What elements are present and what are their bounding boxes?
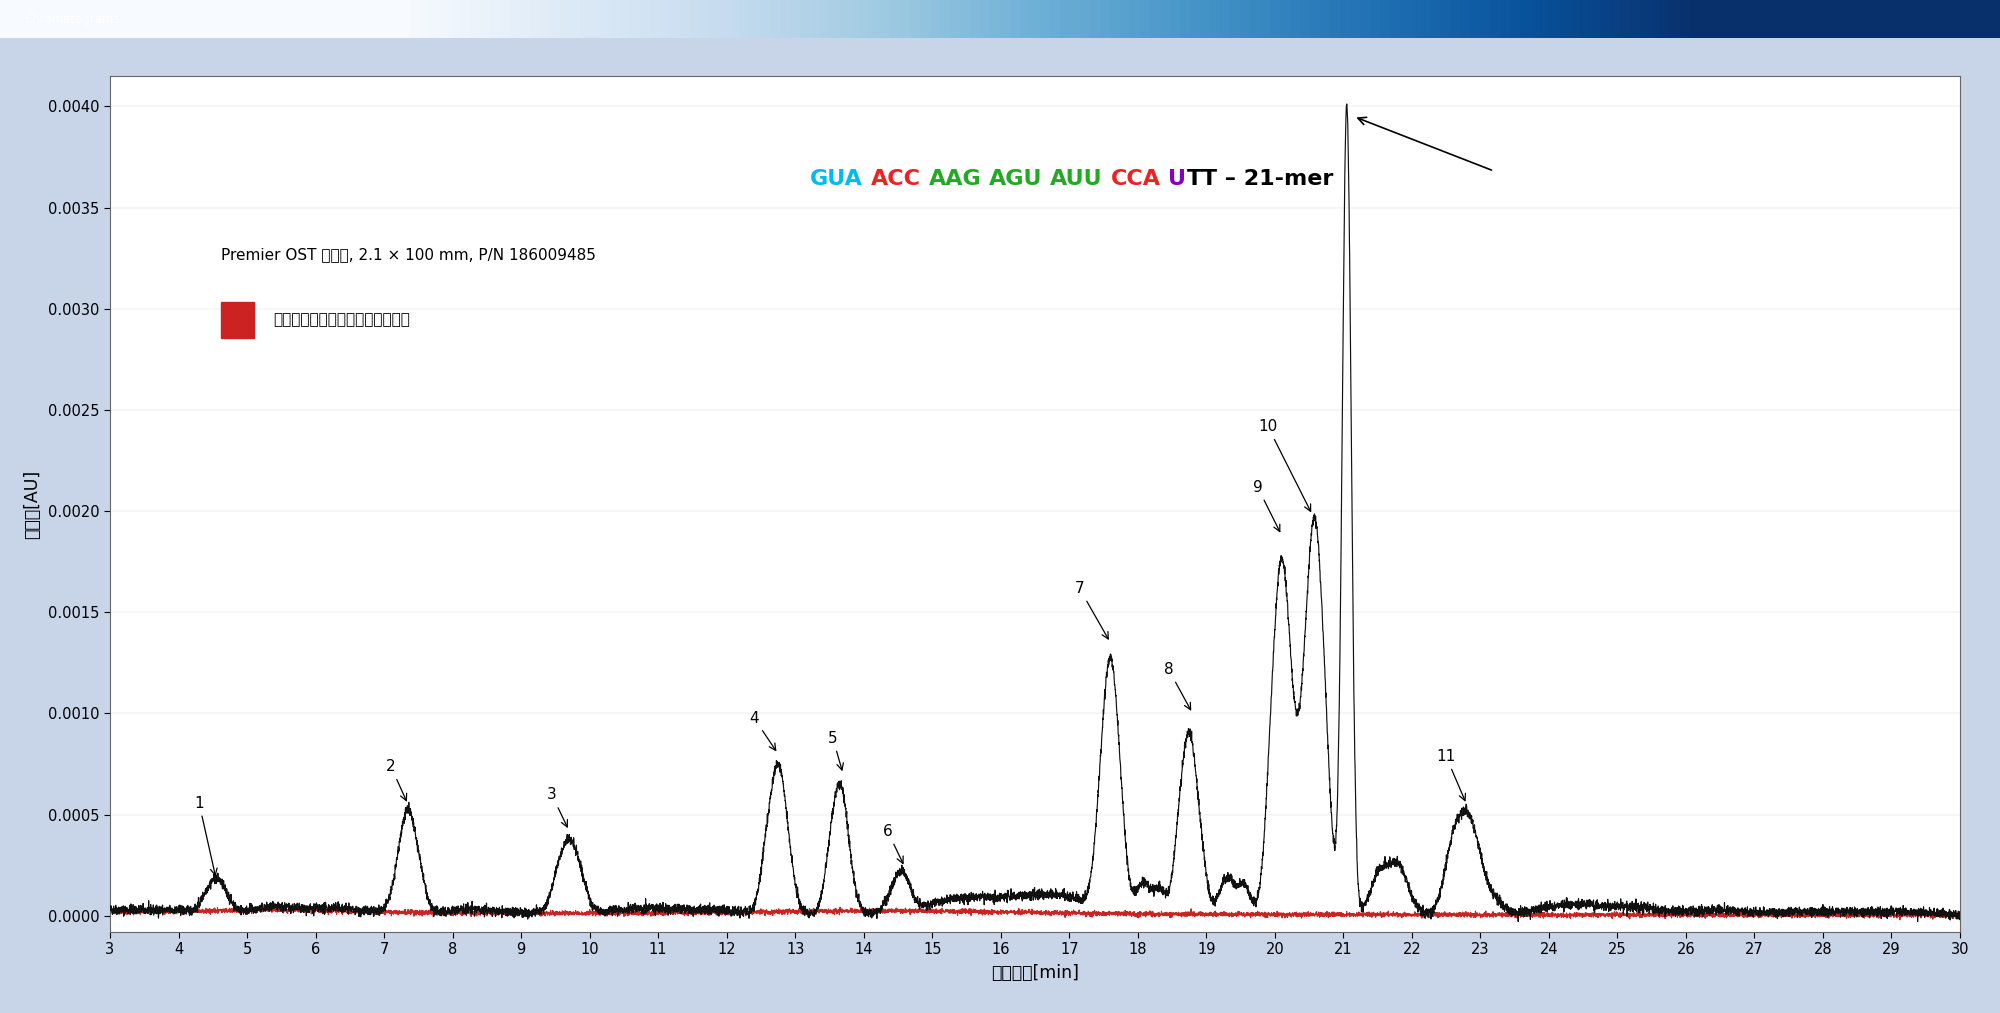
Text: 1: 1: [194, 795, 218, 875]
X-axis label: 保留时间[min]: 保留时间[min]: [992, 964, 1080, 983]
Text: AAG: AAG: [928, 169, 982, 188]
Y-axis label: 吸光度[AU]: 吸光度[AU]: [24, 469, 42, 539]
Text: 11: 11: [1436, 749, 1466, 800]
Text: AGU: AGU: [990, 169, 1042, 188]
Text: 红色边线：样品进样前的空白进样: 红色边线：样品进样前的空白进样: [272, 312, 410, 327]
Text: Chromatograms: Chromatograms: [24, 13, 120, 25]
Text: 6: 6: [882, 824, 904, 863]
Text: 7: 7: [1074, 581, 1108, 639]
Text: 5: 5: [828, 730, 844, 770]
Text: 10: 10: [1258, 419, 1310, 512]
Text: 9: 9: [1252, 480, 1280, 532]
Text: 8: 8: [1164, 661, 1190, 710]
Text: – 21-mer: – 21-mer: [1218, 169, 1334, 188]
Text: 3: 3: [548, 787, 568, 827]
Text: ACC: ACC: [870, 169, 920, 188]
Text: 4: 4: [750, 710, 776, 751]
Text: AUU: AUU: [1050, 169, 1102, 188]
FancyBboxPatch shape: [220, 302, 254, 338]
Text: Premier OST 色谱柱, 2.1 × 100 mm, P/N 186009485: Premier OST 色谱柱, 2.1 × 100 mm, P/N 18600…: [220, 247, 596, 262]
Text: TT: TT: [1186, 169, 1218, 188]
Text: 2: 2: [386, 759, 406, 800]
Text: GUA: GUA: [810, 169, 864, 188]
Text: U: U: [1168, 169, 1186, 188]
Text: CCA: CCA: [1110, 169, 1160, 188]
